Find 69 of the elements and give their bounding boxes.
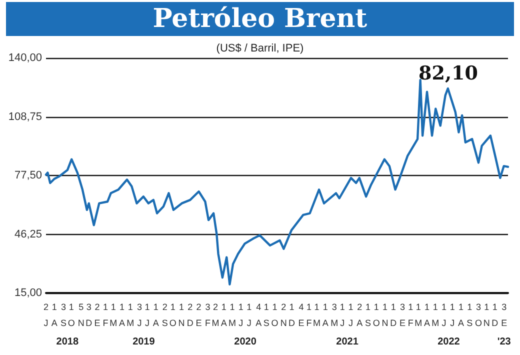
y-tick-label: 108,75 xyxy=(8,110,42,123)
x-tick-label: 1 A xyxy=(458,302,464,328)
x-tick-label: 3 M xyxy=(330,302,338,328)
x-tick-label: 2 A xyxy=(356,302,363,328)
x-tick-label: 5 N xyxy=(78,302,84,328)
y-tick-label: 46,25 xyxy=(14,228,42,240)
y-tick-label: 15,00 xyxy=(14,287,42,299)
x-tick-label: 1 A xyxy=(424,302,430,328)
x-tick-label: 1 A xyxy=(322,302,328,328)
y-tick-label: 140,00 xyxy=(8,52,42,64)
x-tick-label: 2 J xyxy=(43,302,49,328)
annotation: 82,10 xyxy=(418,62,478,84)
x-tick-label: 1 N xyxy=(483,302,490,328)
x-tick-label: 1 J xyxy=(144,302,150,328)
x-tick-label: 1 J xyxy=(340,302,345,328)
x-tick-label: 1 J xyxy=(450,302,455,328)
x-tick-label: 1 O xyxy=(169,302,176,328)
x-tick-label: 3 D xyxy=(86,302,93,328)
x-tick-label: 2 D xyxy=(186,302,194,328)
text: '23 xyxy=(497,336,512,348)
x-tick-label: 1 A xyxy=(51,302,58,328)
x-tick-label: 1 O xyxy=(372,302,380,328)
text: 2019 xyxy=(132,336,156,348)
x-tick-label: 2 N xyxy=(280,302,287,328)
text: 2021 xyxy=(336,336,359,348)
x-tick-label: 3 E xyxy=(501,302,508,328)
x-tick-label: 1 S xyxy=(365,302,372,328)
x-tick-label: 4 A xyxy=(256,302,262,328)
x-tick-label: 1 M xyxy=(228,302,236,328)
x-tick-label: 3 S xyxy=(60,302,67,328)
x-tick-label: 1 J xyxy=(238,302,244,328)
x-tick-label: 1 F xyxy=(306,302,312,328)
x-tick-label: 1 M xyxy=(414,302,422,328)
x-tick-label: 2 E xyxy=(196,302,202,328)
x-tick-label: 1 F xyxy=(408,302,414,328)
text: 2022 xyxy=(438,336,460,348)
chart-subtitle: (US$ / Barril, IPE) xyxy=(216,42,304,54)
x-tick-label: 1 A xyxy=(152,302,159,328)
x-tick-label: 2 M xyxy=(212,302,220,328)
x-tick-label: 2 S xyxy=(162,302,168,328)
text: 2020 xyxy=(234,336,257,348)
x-tick-label: 1 S xyxy=(466,302,473,328)
x-tick-label: 3 J xyxy=(137,302,142,328)
x-tick-label: 1 J xyxy=(441,302,446,328)
x-tick-label: 3 F xyxy=(204,302,211,328)
x-tick-label: 1 N xyxy=(178,302,185,328)
x-tick-label: 1 D xyxy=(492,302,499,328)
x-tick-label: 1 O xyxy=(271,302,278,328)
x-tick-label: 1 A xyxy=(220,302,227,328)
x-tick-label: 1 M xyxy=(313,302,321,328)
x-tick-label: 1 S xyxy=(263,302,270,328)
x-tick-label: 2 E xyxy=(94,302,100,328)
x-tick-label: 1 O xyxy=(68,302,75,328)
x-tick-label: 1 D xyxy=(288,302,296,328)
x-tick-label: 3 O xyxy=(474,302,482,328)
y-tick-label: 77,50 xyxy=(14,170,42,182)
x-tick-label: 3 E xyxy=(400,302,406,328)
x-tick-label: 1 M xyxy=(126,302,134,328)
x-tick-label: 1 M xyxy=(110,302,118,328)
x-tick-label: 1 D xyxy=(390,302,398,328)
x-tick-label: 1 J xyxy=(348,302,354,328)
x-tick-label: 1 N xyxy=(382,302,388,328)
x-tick-label: 1 F xyxy=(102,302,109,328)
x-tick-label: 1 M xyxy=(432,302,440,328)
chart-title: Petróleo Brent xyxy=(6,2,514,36)
text: 2018 xyxy=(56,336,79,348)
x-tick-label: 4 E xyxy=(298,302,304,328)
x-tick-label: 1 A xyxy=(118,302,125,328)
x-tick-label: 1 J xyxy=(246,302,252,328)
